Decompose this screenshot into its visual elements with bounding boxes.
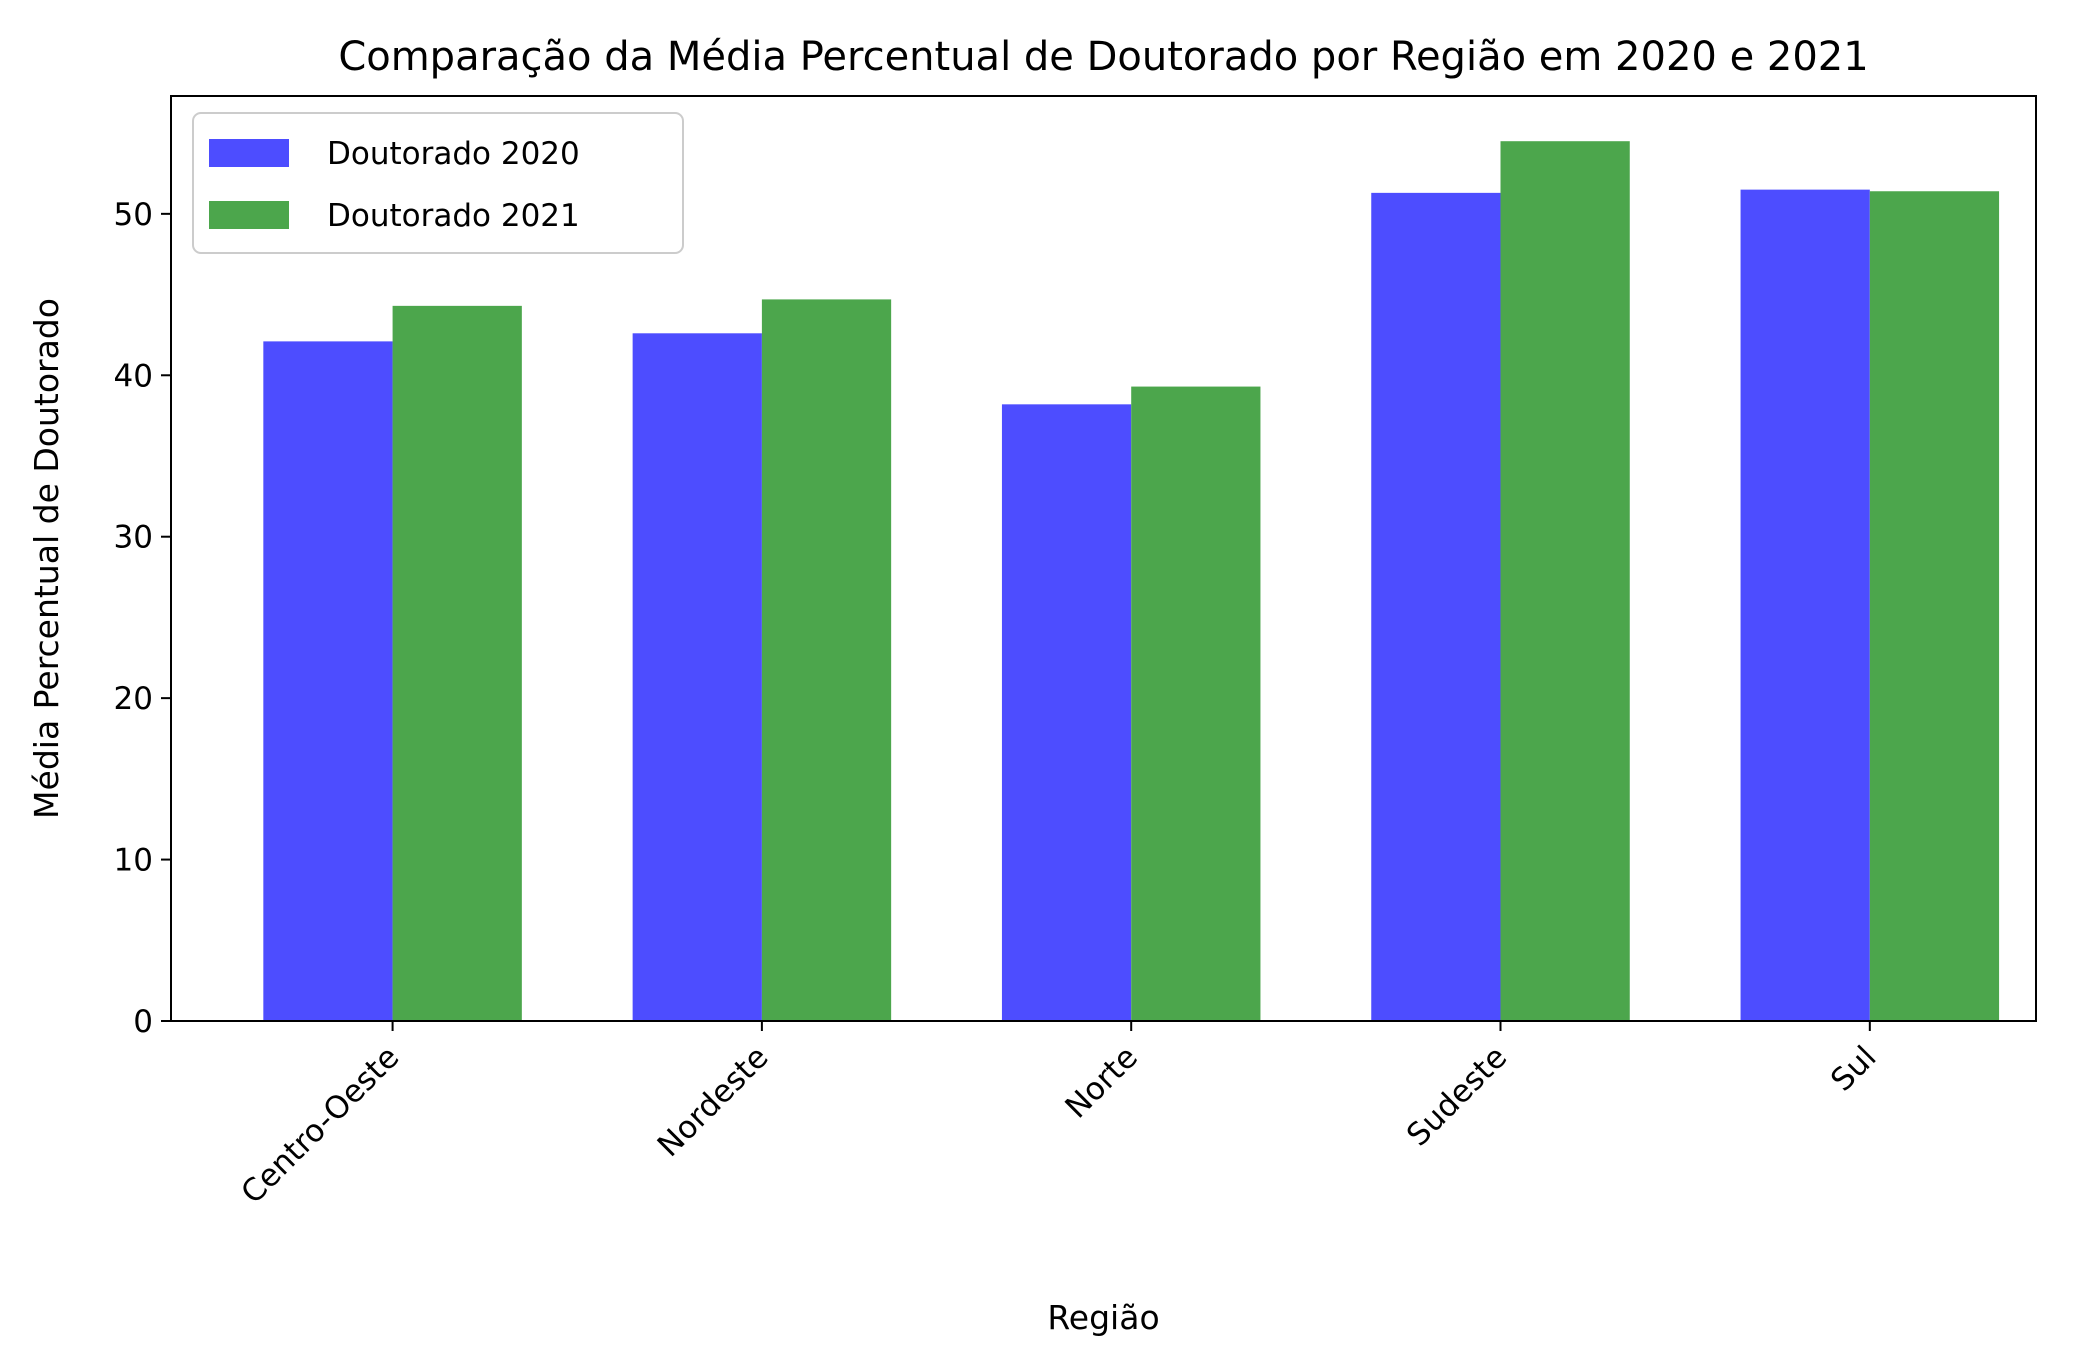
bar-sul-series-1 [1740,189,1870,1022]
bar-sudeste-series-1 [1371,192,1501,1021]
bar-norte-series-1 [1001,404,1132,1021]
plot-frame [170,95,2037,1022]
legend-swatch-series-2 [209,201,289,229]
legend-swatch-series-1 [209,139,289,167]
bar-sul-series-2 [1869,191,2000,1021]
chart-title: Comparação da Média Percentual de Doutor… [338,34,1868,80]
bar-nordeste-series-1 [632,333,762,1021]
y-tick-label: 20 [114,681,153,717]
bar-sudeste-series-2 [1500,141,1630,1022]
legend: Doutorado 2020 Doutorado 2021 [192,112,684,254]
x-axis-label: Região [1047,1298,1159,1337]
bar-nordeste-series-2 [761,299,892,1021]
y-tick-label: 10 [114,843,153,879]
y-tick-label: 0 [133,1004,153,1040]
bar-norte-series-2 [1131,386,1261,1021]
legend-label-series-1: Doutorado 2020 [327,136,580,172]
bar-centro-oeste-series-2 [392,305,522,1022]
y-tick-label: 40 [114,358,153,394]
legend-box [192,112,684,254]
y-axis-label: Média Percentual de Doutorado [27,298,66,819]
bar-centro-oeste-series-1 [263,341,393,1021]
y-tick-label: 50 [114,197,153,233]
legend-label-series-2: Doutorado 2021 [327,198,580,234]
y-tick-label: 30 [114,520,153,556]
